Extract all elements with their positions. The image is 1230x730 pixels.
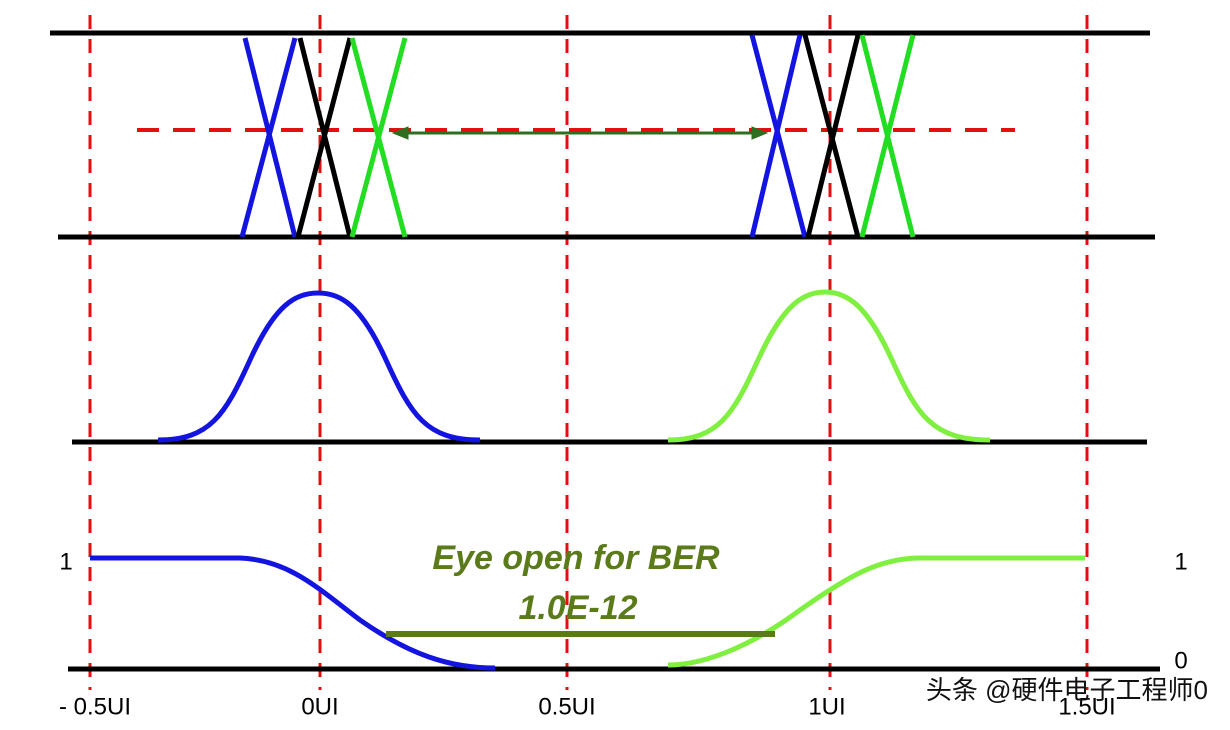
- jitter-pdf-left: [157, 290, 481, 443]
- y-label: 0: [1174, 647, 1187, 674]
- annotation: Eye open for BER: [432, 539, 720, 577]
- bathtub-left: [90, 555, 496, 671]
- baselines: [50, 30, 1160, 672]
- x-label: 1.5UI: [1058, 693, 1115, 720]
- x-label: 1UI: [808, 693, 845, 720]
- transitions-right: [749, 34, 916, 238]
- jitter-pdf-right: [667, 289, 991, 443]
- watermark: 头条 @硬件电子工程师0: [926, 675, 1208, 705]
- x-label: 0.5UI: [538, 693, 595, 720]
- bathtub-right: [667, 555, 1085, 668]
- x-label: - 0.5UI: [59, 693, 131, 720]
- y-label: 1: [1174, 548, 1187, 575]
- eye-width-arrow: [391, 126, 769, 140]
- ui-markers: [88, 15, 1089, 690]
- y-label: 1: [59, 548, 72, 575]
- x-label: 0UI: [301, 693, 338, 720]
- transitions-left: [239, 37, 408, 238]
- annotation: 1.0E-12: [518, 589, 637, 627]
